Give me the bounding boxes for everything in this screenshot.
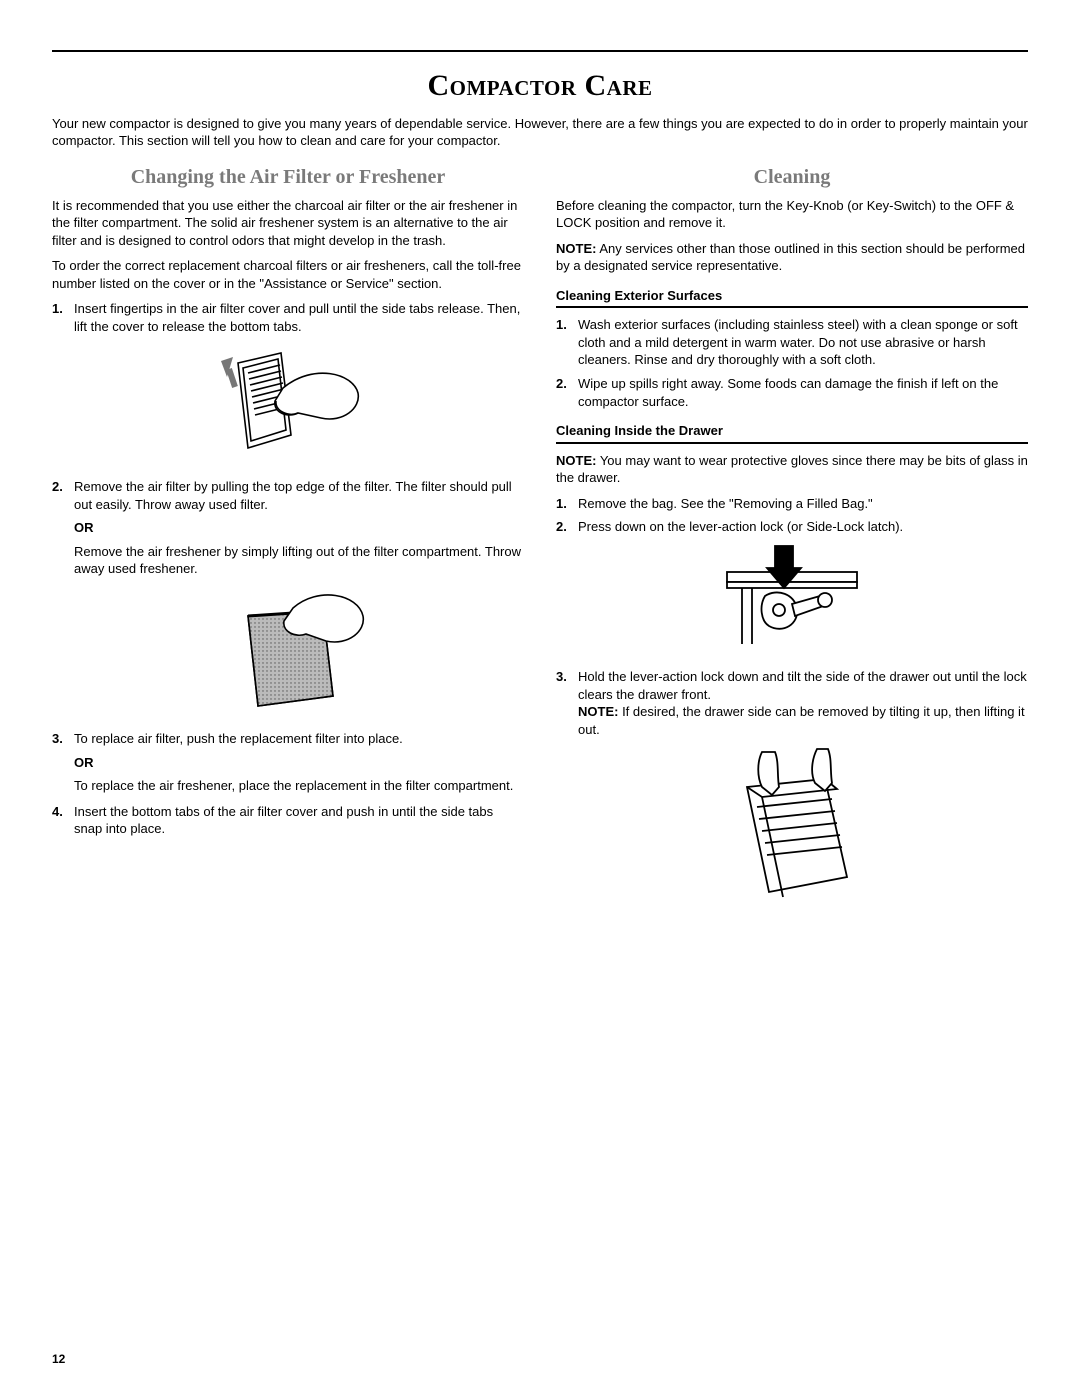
subhead-drawer: Cleaning Inside the Drawer: [556, 422, 1028, 444]
ext-step-2: 2. Wipe up spills right away. Some foods…: [556, 375, 1028, 410]
intro-paragraph: Your new compactor is designed to give y…: [52, 115, 1028, 150]
right-section-title: Cleaning: [556, 164, 1028, 191]
step-body: Press down on the lever-action lock (or …: [578, 518, 1028, 536]
right-note2: NOTE: You may want to wear protective gl…: [556, 452, 1028, 487]
left-p2: To order the correct replacement charcoa…: [52, 257, 524, 292]
note-label: NOTE:: [556, 241, 596, 256]
step-number: 2.: [52, 478, 74, 513]
drawer-steps-3: 3. Hold the lever-action lock down and t…: [556, 668, 1028, 738]
step-body: Insert fingertips in the air filter cove…: [74, 300, 524, 335]
left-column: Changing the Air Filter or Freshener It …: [52, 164, 524, 916]
left-steps-3: 3. To replace air filter, push the repla…: [52, 730, 524, 748]
right-note1: NOTE: Any services other than those outl…: [556, 240, 1028, 275]
left-section-title: Changing the Air Filter or Freshener: [52, 164, 524, 191]
step3-text: Hold the lever-action lock down and tilt…: [578, 669, 1027, 702]
subhead-exterior: Cleaning Exterior Surfaces: [556, 287, 1028, 309]
note-text: Any services other than those outlined i…: [556, 241, 1025, 274]
drawer-steps-1: 1. Remove the bag. See the "Removing a F…: [556, 495, 1028, 536]
left-steps: 1. Insert fingertips in the air filter c…: [52, 300, 524, 335]
drawer-step-1: 1. Remove the bag. See the "Removing a F…: [556, 495, 1028, 513]
right-p1: Before cleaning the compactor, turn the …: [556, 197, 1028, 232]
figure-drawer-side: [556, 747, 1028, 907]
note-text: If desired, the drawer side can be remov…: [578, 704, 1025, 737]
figure-filter-remove: [52, 586, 524, 721]
left-step-4: 4. Insert the bottom tabs of the air fil…: [52, 803, 524, 838]
exterior-steps: 1. Wash exterior surfaces (including sta…: [556, 316, 1028, 410]
step-body: Remove the air filter by pulling the top…: [74, 478, 524, 513]
page-number: 12: [52, 1351, 65, 1367]
drawer-step-3: 3. Hold the lever-action lock down and t…: [556, 668, 1028, 738]
left-step-1: 1. Insert fingertips in the air filter c…: [52, 300, 524, 335]
step-number: 2.: [556, 375, 578, 410]
step-number: 1.: [556, 495, 578, 513]
step-body: Wipe up spills right away. Some foods ca…: [578, 375, 1028, 410]
step-number: 3.: [52, 730, 74, 748]
figure-lever-lock: [556, 544, 1028, 659]
note-label: NOTE:: [578, 704, 618, 719]
two-column-layout: Changing the Air Filter or Freshener It …: [52, 164, 1028, 916]
left-steps-4: 4. Insert the bottom tabs of the air fil…: [52, 803, 524, 838]
step-body: To replace air filter, push the replacem…: [74, 730, 524, 748]
step-body: Remove the bag. See the "Removing a Fill…: [578, 495, 1028, 513]
left-step-2b: Remove the air freshener by simply lifti…: [74, 543, 524, 578]
step-body: Wash exterior surfaces (including stainl…: [578, 316, 1028, 369]
or-label-2: OR: [74, 754, 524, 772]
drawer-step-2: 2. Press down on the lever-action lock (…: [556, 518, 1028, 536]
left-steps-2: 2. Remove the air filter by pulling the …: [52, 478, 524, 513]
step-number: 1.: [556, 316, 578, 369]
step-number: 2.: [556, 518, 578, 536]
ext-step-1: 1. Wash exterior surfaces (including sta…: [556, 316, 1028, 369]
step-number: 4.: [52, 803, 74, 838]
top-rule: [52, 50, 1028, 52]
figure-filter-cover: [52, 343, 524, 468]
or-label: OR: [74, 519, 524, 537]
right-column: Cleaning Before cleaning the compactor, …: [556, 164, 1028, 916]
left-step-2: 2. Remove the air filter by pulling the …: [52, 478, 524, 513]
main-title: Compactor Care: [52, 66, 1028, 107]
note-text: You may want to wear protective gloves s…: [556, 453, 1028, 486]
note-label: NOTE:: [556, 453, 596, 468]
left-step-3: 3. To replace air filter, push the repla…: [52, 730, 524, 748]
left-step-3b: To replace the air freshener, place the …: [74, 777, 524, 795]
left-p1: It is recommended that you use either th…: [52, 197, 524, 250]
step-number: 3.: [556, 668, 578, 738]
step-number: 1.: [52, 300, 74, 335]
step-body: Insert the bottom tabs of the air filter…: [74, 803, 524, 838]
step-body: Hold the lever-action lock down and tilt…: [578, 668, 1028, 738]
